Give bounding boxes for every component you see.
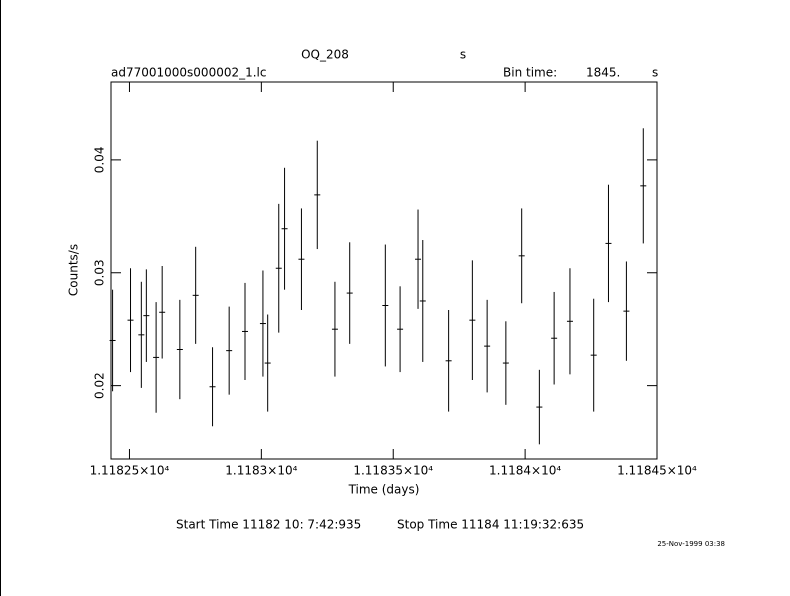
data-point <box>346 242 353 344</box>
data-point <box>415 209 422 309</box>
x-tick-label: 1.1183×10⁴ <box>225 464 297 478</box>
data-point <box>226 306 233 395</box>
data-point <box>314 140 321 250</box>
data-point <box>192 246 199 344</box>
date-stamp: 25-Nov-1999 03:38 <box>657 540 725 548</box>
title-unit: s <box>460 48 466 62</box>
data-point <box>419 240 426 362</box>
bin-time: 1845. <box>586 66 620 80</box>
data-point <box>153 302 160 413</box>
data-point <box>127 268 134 373</box>
data-point <box>143 269 150 362</box>
x-axis-label: Time (days) <box>348 483 420 497</box>
file-label: ad77001000s000002_1.lc <box>111 66 267 80</box>
x-tick-label: 1.11825×10⁴ <box>90 464 170 478</box>
data-point <box>469 260 476 380</box>
y-tick-label: 0.03 <box>93 259 107 286</box>
stop-time: Stop Time 11184 11:19:32:635 <box>397 518 584 532</box>
data-point <box>536 369 543 445</box>
y-tick-label: 0.02 <box>93 372 107 399</box>
data-point <box>502 321 509 405</box>
x-tick-label: 1.11835×10⁴ <box>353 464 433 478</box>
y-tick-label: 0.04 <box>93 147 107 174</box>
data-point <box>298 208 305 311</box>
data-point <box>397 286 404 373</box>
data-point <box>275 203 282 333</box>
data-point <box>566 268 573 375</box>
data-point <box>445 310 452 412</box>
x-tick-label: 1.11845×10⁴ <box>617 464 697 478</box>
data-point <box>331 281 338 377</box>
data-point <box>176 299 183 400</box>
data-point <box>241 282 248 380</box>
bin-time-label: Bin time: <box>503 66 557 80</box>
data-point <box>605 184 612 303</box>
plot-frame <box>110 81 658 460</box>
data-point <box>551 291 558 385</box>
x-tick-label: 1.1184×10⁴ <box>489 464 561 478</box>
data-point <box>590 298 597 412</box>
data-point <box>623 261 630 361</box>
y-axis-label: Counts/s <box>67 244 81 296</box>
data-point <box>209 347 216 427</box>
data-point <box>264 314 271 412</box>
chart-title: OQ_208 <box>301 48 349 62</box>
start-time: Start Time 11182 10: 7:42:935 <box>176 518 361 532</box>
data-point <box>109 289 116 392</box>
bin-time-unit: s <box>652 66 658 80</box>
data-point <box>640 128 647 244</box>
data-point <box>159 265 166 359</box>
data-point <box>484 299 491 393</box>
data-point <box>259 270 266 377</box>
data-point <box>138 281 145 388</box>
data-point <box>382 244 389 367</box>
data-point <box>281 167 288 290</box>
data-point <box>518 208 525 304</box>
